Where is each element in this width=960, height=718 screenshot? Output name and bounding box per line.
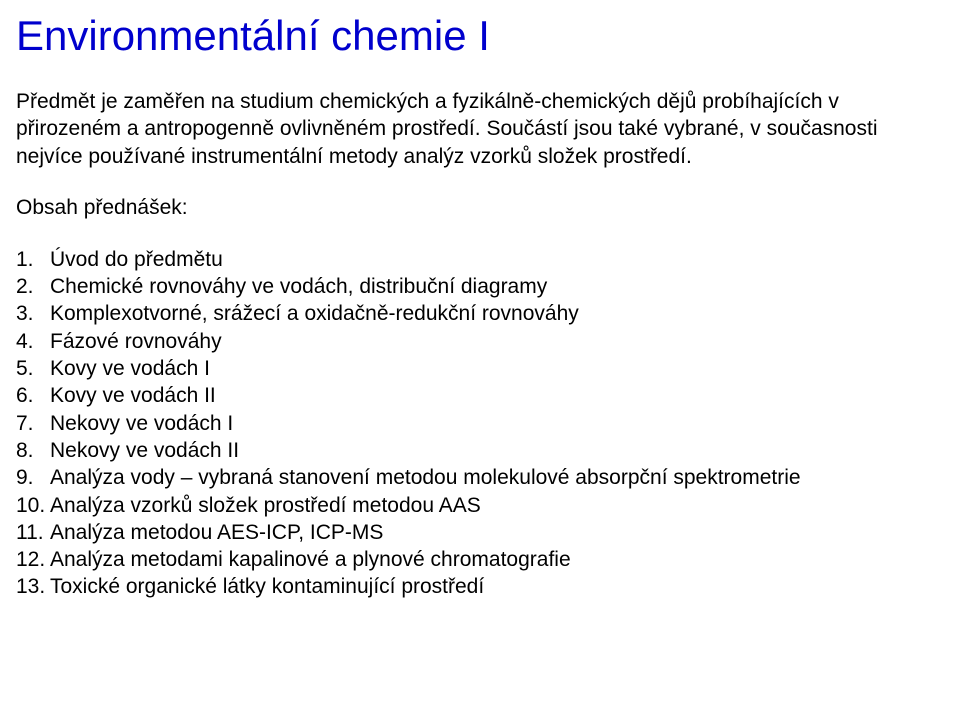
list-item: 13. Toxické organické látky kontaminujíc… [16,573,944,600]
list-item: 8. Nekovy ve vodách II [16,437,944,464]
list-item: 2. Chemické rovnováhy ve vodách, distrib… [16,273,944,300]
list-item: 4. Fázové rovnováhy [16,328,944,355]
list-text: Analýza metodami kapalinové a plynové ch… [50,546,571,573]
list-item: 11. Analýza metodou AES-ICP, ICP-MS [16,519,944,546]
list-item: 9. Analýza vody – vybraná stanovení meto… [16,464,944,491]
list-number: 8. [16,437,50,464]
page-title: Environmentální chemie I [16,12,944,60]
list-item: 7. Nekovy ve vodách I [16,410,944,437]
list-number: 10. [16,492,50,519]
list-text: Analýza metodou AES-ICP, ICP-MS [50,519,383,546]
list-number: 3. [16,300,50,327]
list-item: 12. Analýza metodami kapalinové a plynov… [16,546,944,573]
list-number: 9. [16,464,50,491]
list-number: 11. [16,519,50,546]
list-number: 13. [16,573,50,600]
list-text: Úvod do předmětu [50,246,223,273]
lecture-list: 1. Úvod do předmětu 2. Chemické rovnováh… [16,246,944,601]
list-text: Nekovy ve vodách I [50,410,233,437]
intro-paragraph: Předmět je zaměřen na studium chemických… [16,88,944,170]
list-number: 7. [16,410,50,437]
list-item: 3. Komplexotvorné, srážecí a oxidačně-re… [16,300,944,327]
list-text: Analýza vody – vybraná stanovení metodou… [50,464,801,491]
list-text: Chemické rovnováhy ve vodách, distribučn… [50,273,547,300]
list-text: Nekovy ve vodách II [50,437,239,464]
list-number: 6. [16,382,50,409]
list-number: 2. [16,273,50,300]
list-text: Toxické organické látky kontaminující pr… [50,573,484,600]
list-item: 5. Kovy ve vodách I [16,355,944,382]
list-text: Fázové rovnováhy [50,328,222,355]
list-text: Analýza vzorků složek prostředí metodou … [50,492,481,519]
list-number: 4. [16,328,50,355]
list-item: 6. Kovy ve vodách II [16,382,944,409]
section-heading: Obsah přednášek: [16,196,944,220]
list-number: 12. [16,546,50,573]
list-text: Kovy ve vodách I [50,355,210,382]
list-text: Komplexotvorné, srážecí a oxidačně-reduk… [50,300,579,327]
list-number: 5. [16,355,50,382]
list-text: Kovy ve vodách II [50,382,216,409]
list-number: 1. [16,246,50,273]
list-item: 10. Analýza vzorků složek prostředí meto… [16,492,944,519]
list-item: 1. Úvod do předmětu [16,246,944,273]
